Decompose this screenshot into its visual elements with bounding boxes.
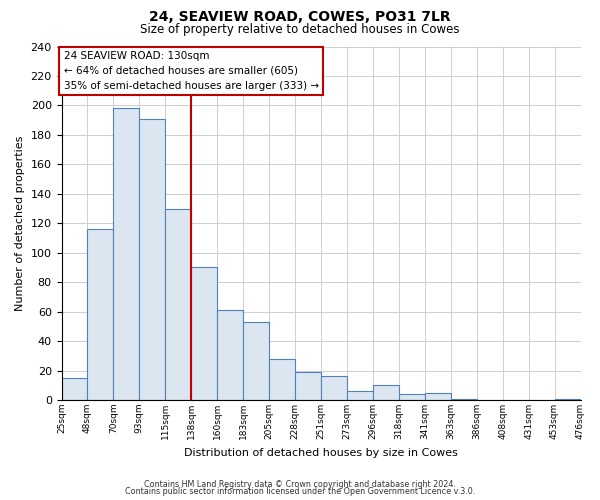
Bar	[269, 359, 295, 400]
Bar	[62, 378, 88, 400]
Bar	[166, 208, 191, 400]
Bar	[113, 108, 139, 400]
X-axis label: Distribution of detached houses by size in Cowes: Distribution of detached houses by size …	[184, 448, 458, 458]
Bar	[295, 372, 321, 400]
Text: 24 SEAVIEW ROAD: 130sqm
← 64% of detached houses are smaller (605)
35% of semi-d: 24 SEAVIEW ROAD: 130sqm ← 64% of detache…	[64, 51, 319, 90]
Bar	[399, 394, 425, 400]
Bar	[139, 118, 166, 400]
Bar	[217, 310, 243, 400]
Bar	[347, 391, 373, 400]
Y-axis label: Number of detached properties: Number of detached properties	[15, 136, 25, 311]
Text: 24, SEAVIEW ROAD, COWES, PO31 7LR: 24, SEAVIEW ROAD, COWES, PO31 7LR	[149, 10, 451, 24]
Bar	[554, 398, 580, 400]
Bar	[191, 268, 217, 400]
Bar	[425, 392, 451, 400]
Bar	[88, 229, 113, 400]
Bar	[321, 376, 347, 400]
Text: Contains HM Land Registry data © Crown copyright and database right 2024.: Contains HM Land Registry data © Crown c…	[144, 480, 456, 489]
Bar	[451, 398, 477, 400]
Bar	[373, 386, 399, 400]
Bar	[243, 322, 269, 400]
Text: Size of property relative to detached houses in Cowes: Size of property relative to detached ho…	[140, 22, 460, 36]
Text: Contains public sector information licensed under the Open Government Licence v.: Contains public sector information licen…	[125, 487, 475, 496]
